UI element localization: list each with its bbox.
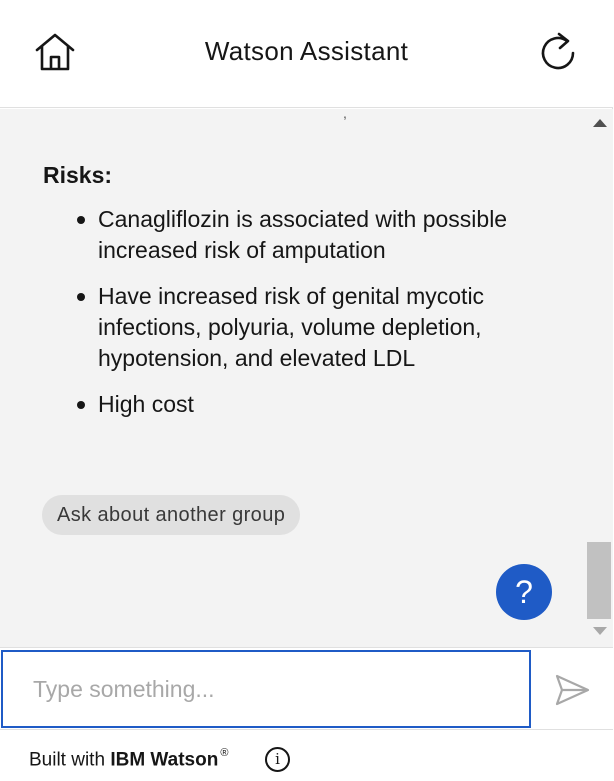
help-button[interactable]: ? [496, 564, 552, 620]
home-button[interactable] [33, 31, 77, 73]
message-list[interactable]: , Risks: Canagliflozin is associated wit… [0, 109, 613, 647]
built-with-label: Built with IBM Watson ® [29, 747, 229, 771]
bullet-icon [77, 401, 85, 409]
home-icon [35, 33, 75, 71]
scroll-down-arrow-icon[interactable] [593, 627, 607, 635]
risks-heading: Risks: [43, 162, 113, 188]
send-button[interactable] [552, 672, 592, 708]
info-icon[interactable]: i [265, 747, 290, 772]
input-bar [0, 647, 613, 729]
list-item: Have increased risk of genital mycotic i… [77, 281, 568, 374]
option-chip-another-group[interactable]: Ask about another group [42, 495, 301, 535]
scroll-up-arrow-icon[interactable] [593, 119, 607, 127]
trademark-symbol: ® [220, 747, 229, 759]
header: Watson Assistant [0, 0, 613, 108]
risk-text: Have increased risk of genital mycotic i… [98, 283, 485, 371]
scrollbar[interactable] [585, 109, 613, 647]
risk-list: Canagliflozin is associated with possibl… [77, 204, 568, 435]
clipped-text-fragment: , [343, 109, 347, 121]
brand-name: IBM Watson [110, 749, 219, 771]
message-input[interactable] [1, 650, 531, 728]
risk-text: Canagliflozin is associated with possibl… [98, 206, 508, 263]
restart-button[interactable] [537, 31, 579, 73]
bullet-icon [77, 216, 85, 224]
list-item: Canagliflozin is associated with possibl… [77, 204, 568, 266]
assistant-title: Watson Assistant [204, 36, 409, 66]
restart-icon [541, 32, 575, 70]
scrollbar-thumb[interactable] [587, 542, 611, 619]
send-icon [555, 674, 590, 706]
bullet-icon [77, 293, 85, 301]
risk-text: High cost [98, 391, 194, 417]
list-item: High cost [77, 389, 568, 420]
footer: Built with IBM Watson ® i [0, 729, 613, 781]
built-with-prefix: Built with [29, 749, 106, 771]
